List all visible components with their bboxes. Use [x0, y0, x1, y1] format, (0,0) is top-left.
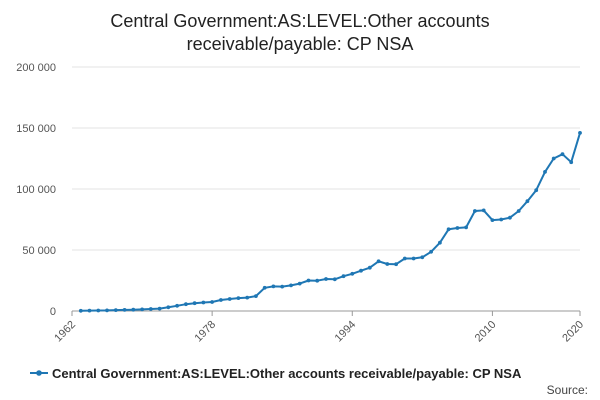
legend[interactable]: Central Government:AS:LEVEL:Other accoun…	[30, 366, 522, 381]
data-point	[131, 307, 136, 312]
x-tick-label: 1994	[333, 319, 359, 345]
data-point	[96, 308, 101, 313]
data-point	[490, 218, 495, 223]
data-point	[113, 308, 118, 312]
data-point	[227, 297, 232, 301]
data-point	[271, 284, 276, 289]
data-point	[306, 278, 311, 283]
x-tick-label: 1978	[192, 319, 218, 345]
data-point	[473, 209, 477, 213]
data-point	[534, 188, 539, 193]
data-point	[516, 209, 521, 213]
data-point	[464, 225, 468, 230]
data-point	[324, 277, 328, 281]
data-point	[201, 300, 206, 305]
data-point	[262, 285, 267, 290]
data-point	[236, 296, 241, 300]
data-point	[157, 306, 162, 311]
source-label: Source:	[547, 383, 588, 397]
y-tick-label: 150 000	[16, 123, 56, 135]
data-point	[438, 240, 442, 245]
data-point	[297, 281, 302, 286]
data-point	[350, 271, 355, 276]
data-point	[245, 295, 250, 300]
data-point	[341, 274, 346, 279]
data-point	[543, 170, 547, 174]
data-point	[78, 308, 83, 313]
data-point	[499, 217, 504, 222]
data-point	[508, 215, 512, 220]
data-point	[429, 249, 433, 254]
series-line	[80, 132, 581, 312]
data-point	[219, 298, 223, 302]
data-point	[289, 283, 293, 288]
data-point	[525, 199, 530, 204]
x-axis: 1962 1978 1994 2010 2020	[52, 311, 586, 344]
data-point	[560, 152, 565, 157]
data-point	[420, 255, 425, 260]
gridlines	[72, 66, 580, 312]
data-point	[376, 259, 381, 264]
x-tick-label: 2020	[560, 319, 586, 345]
chart-title-line-2: receivable/payable: CP NSA	[187, 34, 414, 54]
data-point	[166, 305, 171, 310]
y-tick-label: 0	[50, 306, 56, 318]
data-point	[280, 284, 285, 289]
data-point	[385, 262, 390, 266]
x-tick-label: 1962	[52, 319, 78, 345]
data-point	[367, 265, 372, 270]
data-point	[315, 278, 320, 283]
data-point	[481, 208, 486, 213]
data-point	[578, 131, 582, 135]
data-point	[394, 262, 398, 267]
data-point	[359, 268, 363, 273]
data-point	[140, 307, 145, 312]
series-line-group	[78, 131, 582, 313]
data-point	[210, 300, 215, 304]
data-point	[455, 226, 460, 230]
chart-title-line-1: Central Government:AS:LEVEL:Other accoun…	[110, 11, 489, 31]
y-axis-tick-labels: 0 50 000 100 000 150 000 200 000	[16, 62, 56, 318]
data-point	[254, 294, 258, 298]
data-point	[446, 227, 451, 232]
data-point	[148, 307, 153, 311]
data-point	[551, 156, 556, 161]
legend-marker-swatch	[36, 370, 42, 376]
data-point	[105, 308, 109, 313]
data-point	[184, 302, 188, 307]
data-point	[122, 308, 127, 312]
data-point	[332, 277, 337, 282]
y-tick-label: 50 000	[22, 245, 56, 257]
y-tick-label: 200 000	[16, 62, 56, 74]
data-point	[569, 160, 574, 165]
data-point	[87, 308, 92, 313]
legend-label: Central Government:AS:LEVEL:Other accoun…	[52, 366, 522, 381]
data-point	[402, 256, 407, 261]
data-point	[175, 303, 180, 308]
x-tick-label: 2010	[473, 319, 499, 345]
data-point	[411, 256, 416, 261]
y-tick-label: 100 000	[16, 184, 56, 196]
data-point	[192, 301, 197, 306]
